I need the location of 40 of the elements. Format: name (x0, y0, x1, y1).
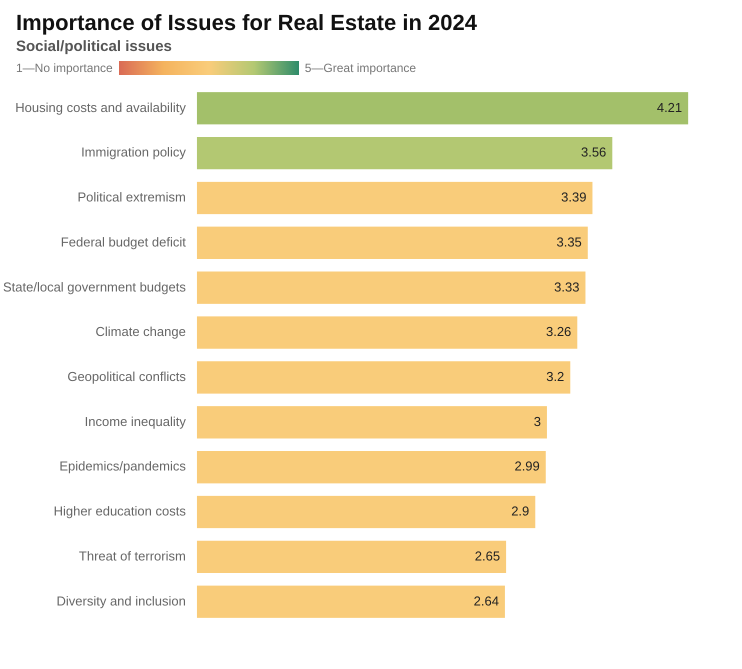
chart-title: Importance of Issues for Real Estate in 2024 (16, 10, 478, 36)
y-tick-label: Income inequality (84, 414, 186, 429)
text: 1—No importance (16, 61, 113, 75)
y-tick-label: Geopolitical conflicts (67, 369, 186, 384)
chart-subtitle: Social/political issues (16, 38, 173, 55)
data-label: 2.65 (474, 548, 500, 564)
data-label: 3 (534, 414, 541, 429)
y-tick-label: Housing costs and availability (15, 100, 186, 115)
bar (196, 361, 570, 394)
bar (196, 406, 547, 438)
bar (196, 272, 586, 304)
bar (196, 136, 612, 170)
y-tick-label: Political extremism (77, 190, 186, 205)
bar (196, 226, 588, 259)
text: 5—Great importance (304, 61, 416, 75)
data-label: 3.26 (546, 324, 572, 340)
data-label: 3.33 (554, 279, 580, 294)
data-label: 3.35 (556, 234, 582, 250)
bar (196, 92, 688, 124)
y-tick-label: State/local government budgets (2, 279, 186, 294)
bar (196, 586, 505, 618)
bar (196, 316, 578, 349)
data-label: 2.64 (474, 593, 499, 608)
y-tick-label: Immigration policy (81, 144, 186, 160)
y-tick-label: Threat of terrorism (78, 548, 186, 564)
y-tick-label: Epidemics/pandemics (59, 458, 186, 474)
data-label: 3.2 (546, 369, 564, 384)
data-label: 2.99 (514, 458, 540, 474)
y-tick-label: Climate change (96, 324, 186, 340)
y-tick-label: Higher education costs (54, 504, 186, 519)
bar (196, 496, 536, 528)
y-tick-label: Diversity and inclusion (56, 593, 186, 608)
bar (196, 182, 592, 214)
bar (196, 540, 506, 574)
data-label: 4.21 (656, 100, 682, 115)
y-tick-label: Federal budget deficit (60, 234, 186, 250)
bar (196, 451, 546, 484)
data-label: 3.56 (580, 144, 606, 160)
data-label: 3.39 (561, 190, 586, 205)
data-label: 2.9 (511, 504, 530, 519)
